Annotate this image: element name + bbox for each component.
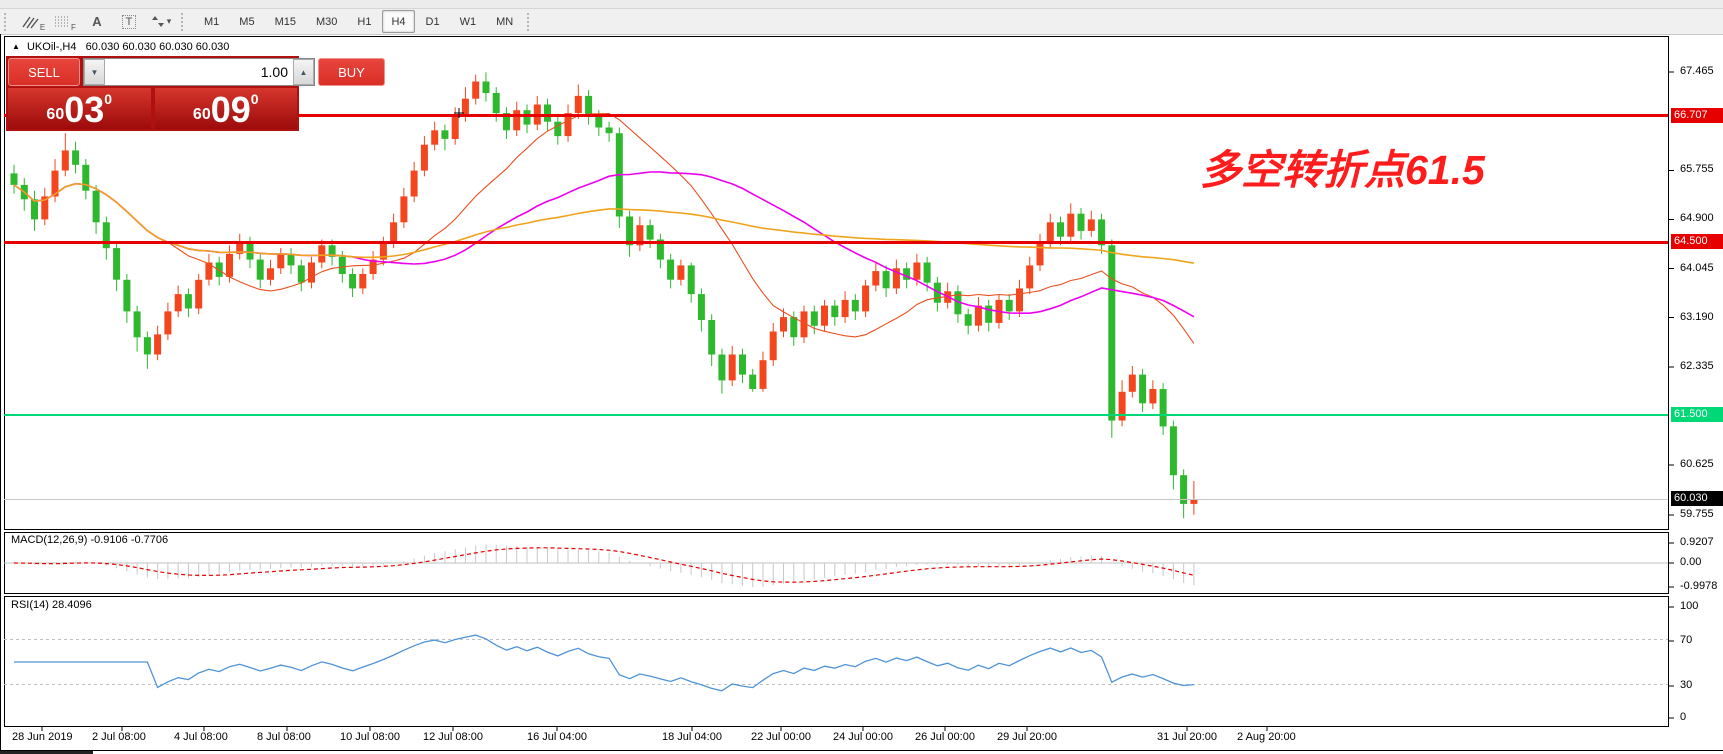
window-top-strip xyxy=(0,0,1723,9)
toolbar-grip[interactable] xyxy=(181,12,190,31)
timeframe-button-M1[interactable]: M1 xyxy=(204,15,220,28)
chart-title: ▲ UKOil-,H4 60.030 60.030 60.030 60.030 xyxy=(12,41,229,53)
buy-price-prefix: 60 xyxy=(192,106,211,123)
sell-button[interactable]: SELL xyxy=(8,58,80,86)
timeframe-button-W1[interactable]: W1 xyxy=(459,15,477,28)
volume-increase-button[interactable]: ▲ xyxy=(293,59,314,85)
time-tick-label: 24 Jul 00:00 xyxy=(833,731,893,743)
one-click-trading-panel: SELL ▼ ▲ BUY 60 03 0 60 09 0 xyxy=(6,56,385,131)
macd-tick-label: 0.00 xyxy=(1680,556,1702,568)
chevron-down-icon: ▾ xyxy=(166,16,172,26)
drawing-tools-icon[interactable]: E xyxy=(18,10,48,33)
macd-tick-label: -0.9978 xyxy=(1680,580,1718,592)
timeframe-button-H4[interactable]: H4 xyxy=(382,10,415,33)
price-badge-61.500: 61.500 xyxy=(1671,407,1723,422)
time-tick-label: 22 Jul 00:00 xyxy=(751,731,811,743)
rsi-tick-label: 70 xyxy=(1680,634,1693,646)
sell-price-prefix: 60 xyxy=(46,106,65,123)
buy-price-display[interactable]: 60 09 0 xyxy=(154,88,297,130)
price-tick-label: 64.045 xyxy=(1680,262,1714,274)
arrows-tool-icon[interactable]: ▾ xyxy=(146,10,176,33)
price-tick-label: 59.755 xyxy=(1680,508,1714,520)
price-badge-60.030: 60.030 xyxy=(1671,491,1723,506)
volume-decrease-button[interactable]: ▼ xyxy=(84,59,105,85)
tool-letter: F xyxy=(71,23,76,32)
time-tick-label: 28 Jun 2019 xyxy=(12,731,73,743)
time-tick-label: 8 Jul 08:00 xyxy=(257,731,311,743)
window-bottom-bar xyxy=(0,750,1723,754)
window-left-border xyxy=(0,34,1,750)
time-tick-label: 16 Jul 04:00 xyxy=(527,731,587,743)
toolbar-grip[interactable] xyxy=(527,12,536,31)
buy-button[interactable]: BUY xyxy=(318,58,385,86)
macd-label: MACD(12,26,9) -0.9106 -0.7706 xyxy=(11,534,169,546)
time-tick-label: 2 Aug 20:00 xyxy=(1237,731,1296,743)
time-tick-label: 2 Jul 08:00 xyxy=(92,731,146,743)
timeframe-button-M5[interactable]: M5 xyxy=(239,15,255,28)
text-tool-icon[interactable]: A xyxy=(92,14,102,29)
toolbar-grip[interactable] xyxy=(4,12,13,31)
time-tick-label: 4 Jul 08:00 xyxy=(174,731,228,743)
collapse-arrow-icon[interactable]: ▲ xyxy=(12,42,20,51)
time-tick-label: 29 Jul 20:00 xyxy=(997,731,1057,743)
price-tick-label: 67.465 xyxy=(1680,65,1714,77)
price-badge-64.500: 64.500 xyxy=(1671,234,1723,249)
timeframe-button-M15[interactable]: M15 xyxy=(274,15,296,28)
rsi-tick-label: 30 xyxy=(1680,679,1693,691)
rsi-tick-label: 100 xyxy=(1680,600,1699,612)
time-tick-label: 18 Jul 04:00 xyxy=(662,731,722,743)
price-badge-66.707: 66.707 xyxy=(1671,108,1723,123)
label-tool-icon[interactable]: T xyxy=(114,10,144,33)
timeframe-button-MN[interactable]: MN xyxy=(496,15,514,28)
volume-input[interactable] xyxy=(105,59,293,85)
macd-tick-label: 0.9207 xyxy=(1680,536,1714,548)
sell-price-sup: 0 xyxy=(104,91,113,107)
timeframe-group: M1 M5 M15 M30 H1 H4 D1 W1 MN xyxy=(194,10,523,33)
price-tick-label: 64.900 xyxy=(1680,212,1714,224)
rsi-tick-label: 0 xyxy=(1680,711,1687,723)
chart-toolbar: E F A T ▾ M1 M5 M15 M30 H1 H4 D1 W1 MN xyxy=(0,9,1723,35)
time-tick-label: 10 Jul 08:00 xyxy=(340,731,400,743)
macd-panel[interactable] xyxy=(4,532,1669,594)
tool-letter: E xyxy=(39,23,46,32)
volume-box: ▼ ▲ xyxy=(83,58,315,86)
time-axis[interactable] xyxy=(4,727,1723,750)
time-tick-label: 31 Jul 20:00 xyxy=(1157,731,1217,743)
timeframe-button-D1[interactable]: D1 xyxy=(425,15,440,28)
rsi-label: RSI(14) 28.4096 xyxy=(11,599,92,611)
rsi-panel[interactable] xyxy=(4,596,1669,727)
label-tool-letter: T xyxy=(121,14,137,29)
chart-window: ▲ UKOil-,H4 60.030 60.030 60.030 60.030 … xyxy=(4,34,1723,750)
fibonacci-grid-icon[interactable]: F xyxy=(50,10,80,33)
buy-price-big: 09 xyxy=(210,89,251,130)
timeframe-button-H1[interactable]: H1 xyxy=(357,15,372,28)
time-tick-label: 26 Jul 00:00 xyxy=(915,731,975,743)
buy-price-sup: 0 xyxy=(250,91,259,107)
sell-price-big: 03 xyxy=(64,89,105,130)
ohlc-quotes: 60.030 60.030 60.030 60.030 xyxy=(85,41,230,53)
timeframe-button-M30[interactable]: M30 xyxy=(315,15,338,28)
price-tick-label: 63.190 xyxy=(1680,311,1714,323)
price-tick-label: 65.755 xyxy=(1680,163,1714,175)
time-tick-label: 12 Jul 08:00 xyxy=(423,731,483,743)
symbol-period-label: UKOil-,H4 xyxy=(26,41,77,53)
sell-price-display[interactable]: 60 03 0 xyxy=(8,88,151,129)
chart-annotation-text: 多空转折点61.5 xyxy=(1200,147,1485,193)
price-tick-label: 60.625 xyxy=(1680,458,1714,470)
price-tick-label: 62.335 xyxy=(1680,360,1714,372)
